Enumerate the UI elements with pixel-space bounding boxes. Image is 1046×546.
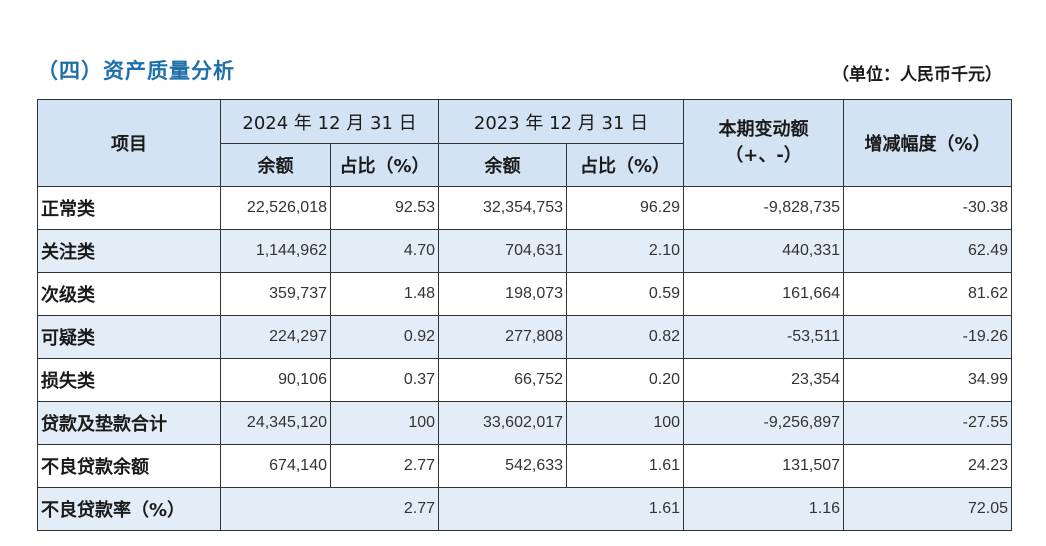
cell-rate: 81.62 [843,272,1013,316]
table-row: 损失类 90,106 0.37 66,752 0.20 23,354 34.99 [37,358,1013,402]
header-change-line2: （+、-） [725,145,802,166]
cell-amount-2024: 224,297 [220,315,331,359]
cell-change: 161,664 [683,272,845,316]
cell-amount-2023: 32,354,753 [438,186,568,230]
section-title: （四）资产质量分析 [37,59,235,83]
cell-amount-2023: 277,808 [438,315,568,359]
cell-ratio-2024: 92.53 [329,186,440,230]
cell-ratio-2023: 2.10 [566,229,685,273]
table-row: 可疑类 224,297 0.92 277,808 0.82 -53,511 -1… [37,315,1013,359]
cell-npl-rate-2024: 2.77 [219,487,440,531]
cell-change: -9,256,897 [683,401,845,445]
cell-amount-2023: 704,631 [438,229,568,273]
header-change-line1: 本期变动额 [718,119,809,140]
cell-change: 23,354 [683,358,845,402]
cell-amount-2024: 90,106 [220,358,331,402]
cell-ratio-2023: 0.59 [566,272,685,316]
cell-change: -53,511 [683,315,845,359]
cell-ratio-2024: 4.70 [329,229,440,273]
cell-amount-2024: 22,526,018 [220,186,331,230]
header-change: 本期变动额 （+、-） [683,99,845,187]
cell-rate: 62.49 [843,229,1013,273]
header-rate: 增减幅度（%） [843,99,1013,187]
cell-ratio-2023: 1.61 [566,444,685,488]
cell-rate: -27.55 [843,401,1013,445]
cell-ratio-2024: 100 [329,401,440,445]
row-label: 不良贷款率（%） [37,487,221,531]
cell-amount-2024: 24,345,120 [220,401,331,445]
header-ratio-2023: 占比（%） [566,143,685,187]
cell-amount-2023: 198,073 [438,272,568,316]
cell-amount-2023: 542,633 [438,444,568,488]
cell-amount-2024: 1,144,962 [220,229,331,273]
cell-rate: 34.99 [843,358,1013,402]
cell-amount-2024: 359,737 [220,272,331,316]
cell-change: 1.16 [683,487,845,531]
cell-ratio-2024: 2.77 [329,444,440,488]
header-period-2023: 2023 年 12 月 31 日 [438,99,685,144]
row-label: 次级类 [37,272,221,316]
cell-amount-2023: 33,602,017 [438,401,568,445]
table-row: 正常类 22,526,018 92.53 32,354,753 96.29 -9… [37,186,1013,230]
cell-ratio-2023: 100 [566,401,685,445]
cell-rate: 24.23 [843,444,1013,488]
header-amount-2023: 余额 [438,143,568,187]
asset-quality-table: 项目 2024 年 12 月 31 日 2023 年 12 月 31 日 本期变… [37,99,1013,531]
row-label: 不良贷款余额 [37,444,221,488]
cell-ratio-2023: 0.82 [566,315,685,359]
cell-change: 440,331 [683,229,845,273]
cell-amount-2024: 674,140 [220,444,331,488]
table-row: 贷款及垫款合计 24,345,120 100 33,602,017 100 -9… [37,401,1013,445]
npl-rate-row: 不良贷款率（%） 2.77 1.61 1.16 72.05 [37,487,1013,531]
row-label: 可疑类 [37,315,221,359]
cell-ratio-2024: 0.37 [329,358,440,402]
cell-ratio-2023: 96.29 [566,186,685,230]
cell-amount-2023: 66,752 [438,358,568,402]
cell-ratio-2023: 0.20 [566,358,685,402]
cell-npl-rate-2023: 1.61 [438,487,685,531]
cell-rate: -19.26 [843,315,1013,359]
row-label: 正常类 [37,186,221,230]
table-row: 次级类 359,737 1.48 198,073 0.59 161,664 81… [37,272,1013,316]
unit-label: （单位：人民币千元） [832,65,1002,85]
row-label: 贷款及垫款合计 [37,401,221,445]
header-period-2024: 2024 年 12 月 31 日 [219,99,440,144]
cell-rate: 72.05 [843,487,1013,531]
cell-change: -9,828,735 [683,186,845,230]
row-label: 损失类 [37,358,221,402]
header-ratio-2024: 占比（%） [329,143,440,187]
cell-change: 131,507 [683,444,845,488]
cell-rate: -30.38 [843,186,1013,230]
table-row: 不良贷款余额 674,140 2.77 542,633 1.61 131,507… [37,444,1013,488]
header-amount-2024: 余额 [220,143,331,187]
header-item: 项目 [37,99,221,187]
row-label: 关注类 [37,229,221,273]
cell-ratio-2024: 0.92 [329,315,440,359]
table-row: 关注类 1,144,962 4.70 704,631 2.10 440,331 … [37,229,1013,273]
cell-ratio-2024: 1.48 [329,272,440,316]
